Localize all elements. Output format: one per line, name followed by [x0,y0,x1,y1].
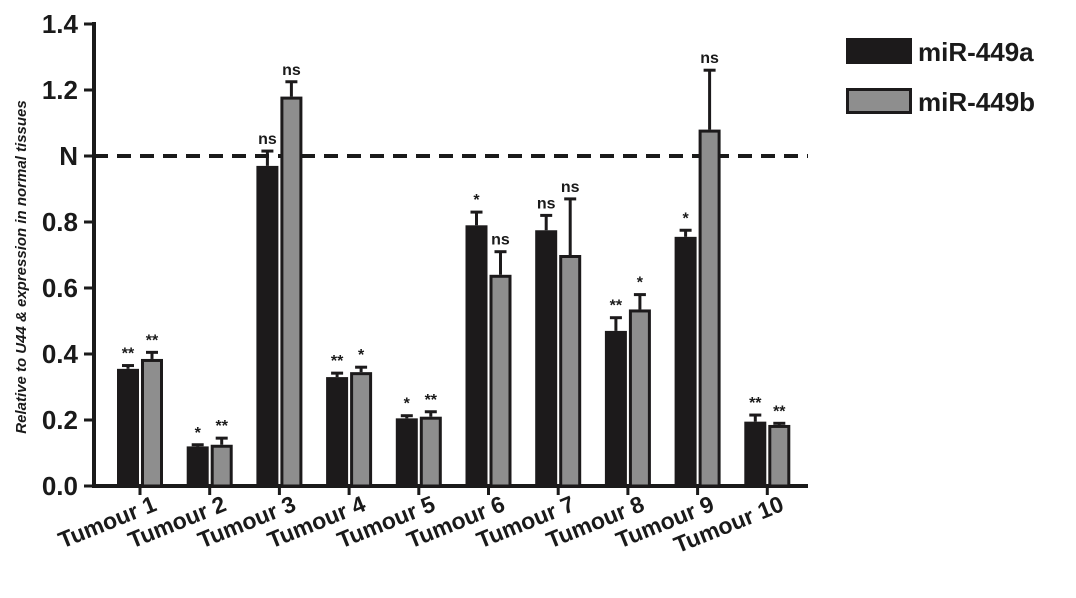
legend-swatch [846,38,912,64]
bar [489,274,512,488]
legend-label: miR-449b [918,87,1035,117]
significance-label: ns [700,50,719,67]
significance-label: * [473,192,480,209]
legend-label: miR-449a [918,37,1034,67]
bar [280,96,303,488]
significance-label: * [195,425,202,442]
significance-label: ns [258,131,277,148]
bar [604,330,627,486]
y-tick-label: 1.2 [42,75,78,105]
bar [674,236,697,486]
significance-label: ** [215,418,228,435]
bar [350,372,373,488]
y-tick-label: 0.2 [42,405,78,435]
significance-label: * [637,275,644,292]
y-tick-label: 1.4 [42,9,79,39]
bar [186,446,209,486]
y-tick-label: 0.6 [42,273,78,303]
bar [768,424,791,488]
significance-label: ** [331,353,344,370]
bar [210,444,233,488]
y-tick-label: N [59,141,78,171]
significance-label: ns [537,195,556,212]
legend-swatch [846,88,912,114]
bar [535,230,558,486]
y-axis-label: Relative to U44 & expression in normal t… [13,100,30,433]
significance-label: * [358,347,365,364]
bar [465,225,488,487]
y-tick-label: 0.4 [42,339,79,369]
bar [326,377,349,486]
bar [395,418,418,486]
significance-label: ns [491,232,510,249]
bar [419,416,442,488]
bar [559,255,582,488]
bar [117,368,139,486]
bar [141,358,163,488]
significance-label: ** [146,332,159,349]
significance-label: ** [749,395,762,412]
bar [698,129,721,488]
y-tick-label: 0.0 [42,471,78,501]
y-tick-label: 0.8 [42,207,78,237]
significance-label: ns [282,62,301,79]
legend: miR-449a miR-449b [846,37,1035,117]
significance-label: ** [122,346,135,363]
bar [628,309,651,488]
significance-label: * [682,210,689,227]
significance-label: ** [610,298,623,315]
significance-label: ** [773,403,786,420]
significance-label: * [404,396,411,413]
bar [744,421,767,486]
significance-label: ns [561,179,580,196]
bar [256,165,279,486]
significance-label: ** [425,392,438,409]
